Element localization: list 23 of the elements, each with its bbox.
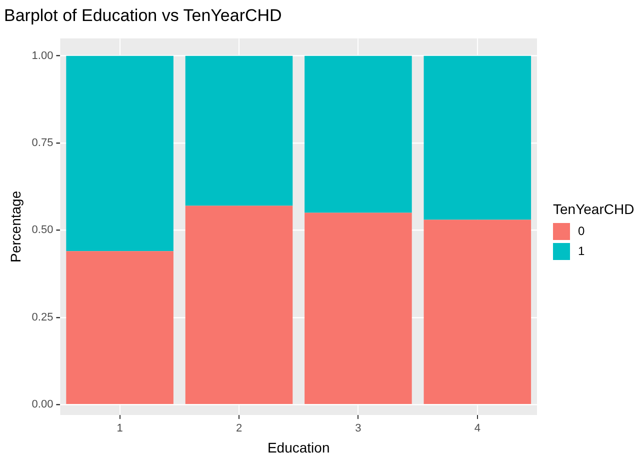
y-tick-label: 1.00	[32, 50, 54, 62]
bar	[304, 212, 412, 404]
y-tick-label: 0.25	[32, 311, 54, 324]
bar	[304, 56, 412, 213]
bar	[66, 251, 174, 404]
x-tick-label: 1	[116, 422, 123, 435]
x-tick-label: 4	[474, 422, 480, 435]
bar	[66, 56, 174, 252]
x-tick-label: 3	[355, 422, 362, 435]
y-tick-label: 0.00	[32, 398, 54, 411]
y-tick-label: 0.50	[32, 224, 54, 236]
bar	[424, 56, 532, 220]
bar	[185, 206, 293, 404]
legend-label: 1	[578, 244, 585, 258]
y-tick-label: 0.75	[32, 137, 54, 150]
legend-title: TenYearCHD	[553, 200, 634, 216]
legend-label: 0	[578, 224, 585, 238]
bar	[424, 220, 532, 404]
y-axis-title: Percentage	[7, 190, 24, 263]
chart-title: Barplot of Education vs TenYearCHD	[4, 6, 282, 25]
bar	[185, 56, 293, 206]
x-tick-label: 2	[236, 422, 242, 435]
x-axis-title: Education	[267, 439, 330, 456]
